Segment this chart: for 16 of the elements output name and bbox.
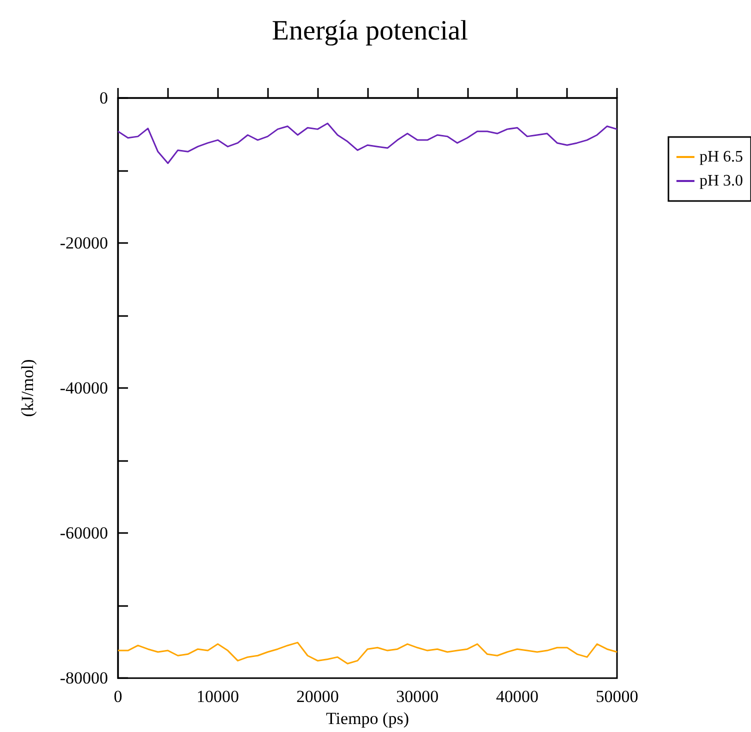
chart-title: Energía potencial — [272, 16, 468, 46]
y-tick-label: 0 — [100, 88, 108, 108]
y-axis-title: (kJ/mol) — [18, 359, 37, 417]
y-tick-label: -80000 — [60, 668, 108, 688]
legend-label: pH 6.5 — [699, 148, 744, 166]
x-tick-label: 50000 — [596, 687, 638, 706]
x-tick-label: 40000 — [496, 687, 538, 706]
y-tick-label: -40000 — [60, 378, 108, 398]
legend-label: pH 3.0 — [699, 172, 744, 190]
x-tick-label: 30000 — [396, 687, 439, 706]
x-tick-label: 20000 — [296, 687, 339, 706]
x-axis-title: Tiempo (ps) — [326, 709, 409, 728]
y-tick-label: -60000 — [60, 524, 108, 543]
y-tick-label: -20000 — [60, 234, 108, 253]
x-tick-label: 0 — [114, 687, 122, 706]
x-tick-label: 10000 — [196, 687, 240, 706]
